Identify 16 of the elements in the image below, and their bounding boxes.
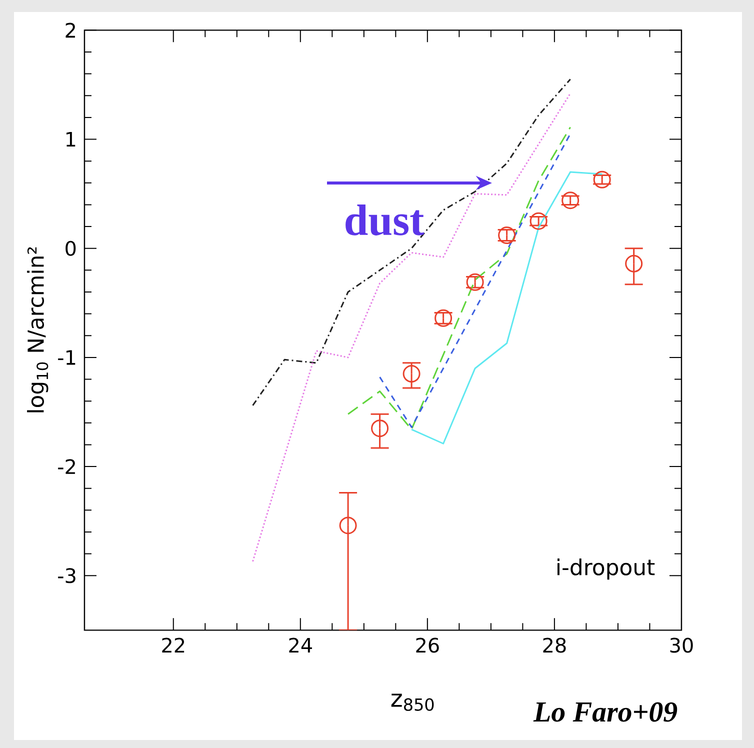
x-tick-label: 30 [670,638,693,653]
x-tick-label: 24 [289,638,312,652]
text: Lo Faro+09 [533,702,678,722]
y-axis-title: log$_{10}$ N/arcmin² [27,247,48,412]
annotation: i-dropout [557,558,655,580]
annotation: dust [346,204,424,236]
y-tick-label: 0 [66,240,76,256]
y-tick-label: -2 [58,459,75,474]
x-tick-label: 26 [416,638,439,653]
x-tick-label: 28 [543,638,566,653]
y-tick-label: 2 [66,22,75,38]
x-tick-label: 22 [162,638,184,652]
x-axis-title: z$_{850}$ [391,694,434,711]
y-tick-label: -1 [58,350,76,365]
y-tick-label: 1 [66,132,76,147]
y-tick-label: -3 [58,568,76,584]
